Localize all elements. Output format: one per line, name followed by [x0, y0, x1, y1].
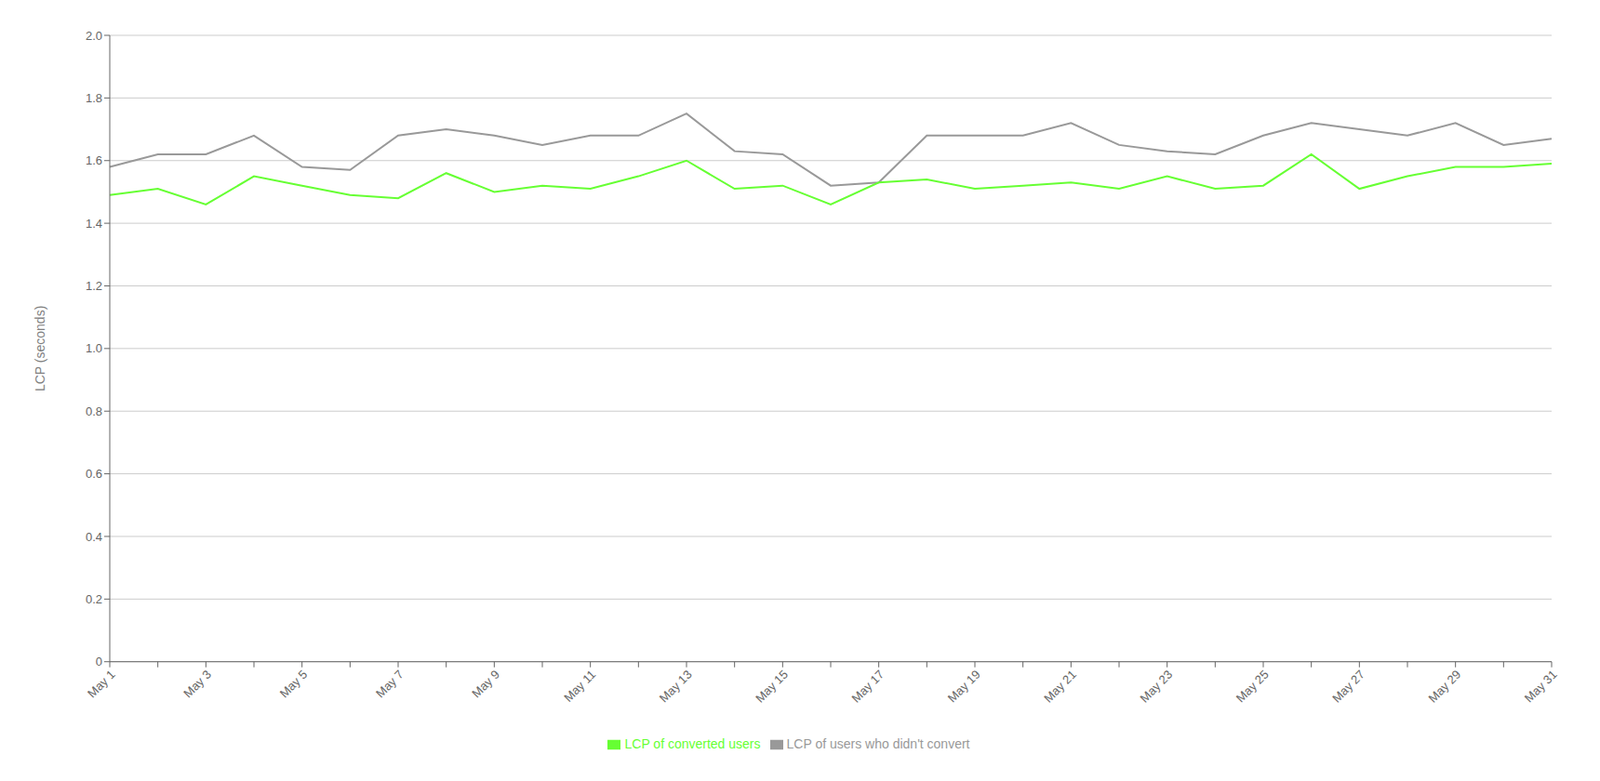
svg-text:May 9: May 9: [468, 667, 503, 702]
svg-text:May 13: May 13: [656, 667, 695, 707]
svg-text:May 27: May 27: [1329, 667, 1368, 707]
svg-text:May 15: May 15: [752, 667, 791, 707]
svg-text:May 21: May 21: [1040, 667, 1080, 707]
html-text:LCP of converted users: LCP of converted users: [624, 736, 761, 752]
svg-text:1.6: 1.6: [85, 153, 103, 168]
svg-text:LCP (seconds): LCP (seconds): [32, 306, 48, 392]
svg-text:May 25: May 25: [1233, 667, 1272, 707]
svg-text:May 19: May 19: [945, 667, 984, 707]
svg-text:May 7: May 7: [373, 667, 407, 702]
svg-text:1.4: 1.4: [85, 216, 103, 231]
svg-text:May 31: May 31: [1521, 667, 1560, 707]
svg-text:May 5: May 5: [277, 667, 311, 702]
svg-text:May 23: May 23: [1137, 667, 1176, 707]
svg-text:0.2: 0.2: [85, 592, 103, 607]
svg-text:May 1: May 1: [84, 667, 119, 702]
svg-text:0.8: 0.8: [85, 404, 103, 419]
svg-text:1.8: 1.8: [85, 91, 103, 106]
svg-text:1.0: 1.0: [85, 341, 103, 356]
svg-text:May 11: May 11: [560, 667, 599, 706]
svg-text:0: 0: [95, 654, 103, 669]
svg-text:0.6: 0.6: [85, 466, 103, 481]
svg-text:May 29: May 29: [1426, 667, 1465, 707]
svg-text:1.2: 1.2: [85, 279, 103, 294]
svg-text:May 17: May 17: [849, 667, 888, 707]
svg-text:2.0: 2.0: [85, 28, 103, 43]
html-text:LCP of users who didn't conver: LCP of users who didn't convert: [786, 736, 970, 752]
svg-text:0.4: 0.4: [85, 530, 103, 545]
svg-text:May 3: May 3: [180, 667, 214, 702]
